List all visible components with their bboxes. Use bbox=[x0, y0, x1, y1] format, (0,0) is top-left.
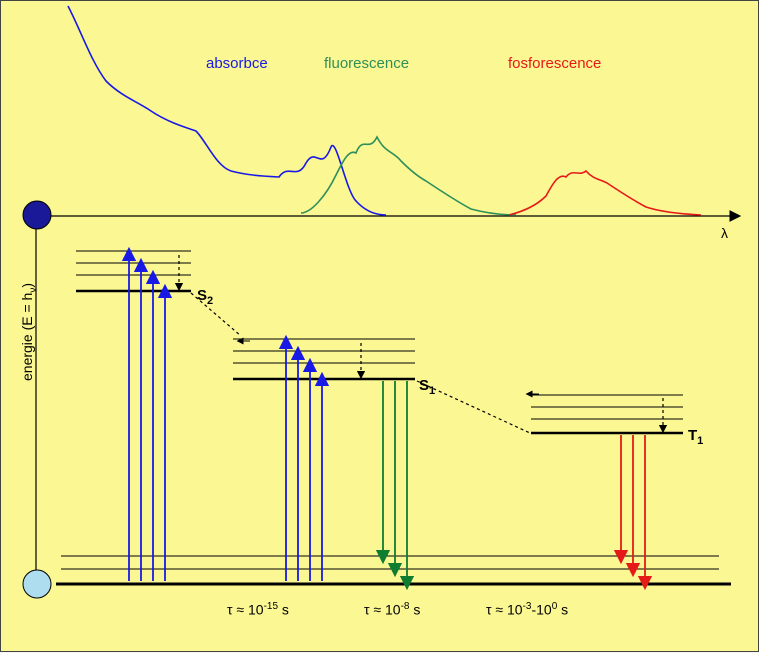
jablonski-diagram: absorbce fluorescence fosforescence λ en… bbox=[0, 0, 759, 652]
lambda-axis-label: λ bbox=[721, 225, 728, 241]
tau-phosphorescence: τ ≈ 10-3-100 s bbox=[486, 601, 568, 618]
state-s2-label: S2 bbox=[197, 287, 213, 307]
state-s1-label: S1 bbox=[419, 377, 435, 397]
legend-phosphorescence: fosforescence bbox=[508, 55, 601, 72]
energy-axis-label: energie (E = hν) bbox=[19, 283, 39, 381]
diagram-svg bbox=[1, 1, 759, 653]
state-t1-label: T1 bbox=[688, 427, 703, 447]
tau-fluorescence: τ ≈ 10-8 s bbox=[364, 601, 420, 618]
tau-absorption: τ ≈ 10-15 s bbox=[227, 601, 289, 618]
legend-absorption: absorbce bbox=[206, 55, 268, 72]
legend-fluorescence: fluorescence bbox=[324, 55, 409, 72]
